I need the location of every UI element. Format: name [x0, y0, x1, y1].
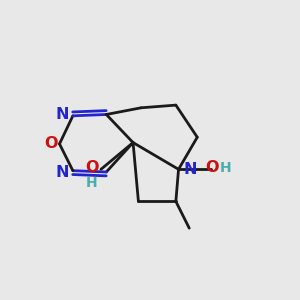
Text: O: O [206, 160, 219, 175]
Text: O: O [85, 160, 99, 175]
Text: N: N [56, 107, 69, 122]
Text: O: O [44, 136, 57, 152]
Text: H: H [220, 161, 231, 175]
Text: N: N [184, 162, 197, 177]
Text: H: H [86, 176, 98, 190]
Text: N: N [56, 165, 69, 180]
